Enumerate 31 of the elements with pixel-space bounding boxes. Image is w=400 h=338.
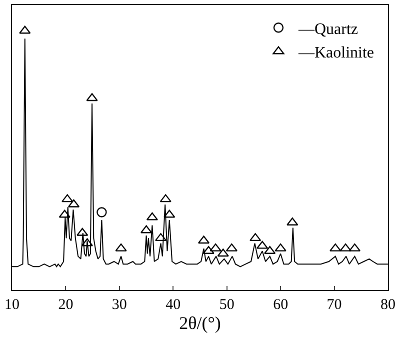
point (76, 228, 88, 236)
point (330, 243, 342, 252)
point (164, 210, 176, 218)
point (340, 243, 352, 252)
legend-label: —Quartz (297, 20, 358, 38)
point (146, 212, 158, 220)
x-tick-label: 30 (112, 297, 127, 313)
point (348, 243, 360, 252)
point (217, 248, 229, 257)
point (256, 240, 268, 249)
x-tick-label: 10 (4, 297, 20, 313)
point (160, 194, 172, 202)
point (96, 207, 107, 218)
point (86, 93, 98, 102)
x-axis-title: 2θ/(°) (179, 313, 221, 334)
point (81, 238, 93, 246)
x-tick-label: 50 (219, 297, 234, 313)
point (226, 243, 238, 252)
point (210, 243, 222, 252)
x-tick-label: 70 (326, 297, 342, 313)
legend-label: —Kaolinite (297, 44, 374, 62)
point (115, 243, 127, 252)
x-tick-label: 40 (166, 297, 181, 313)
point (250, 233, 262, 242)
point (274, 243, 286, 252)
point (19, 26, 31, 34)
point (58, 210, 70, 218)
x-tick-label: 80 (380, 297, 396, 313)
point (62, 194, 74, 202)
x-tick-label: 60 (273, 297, 288, 313)
x-tick-label: 20 (58, 297, 74, 313)
